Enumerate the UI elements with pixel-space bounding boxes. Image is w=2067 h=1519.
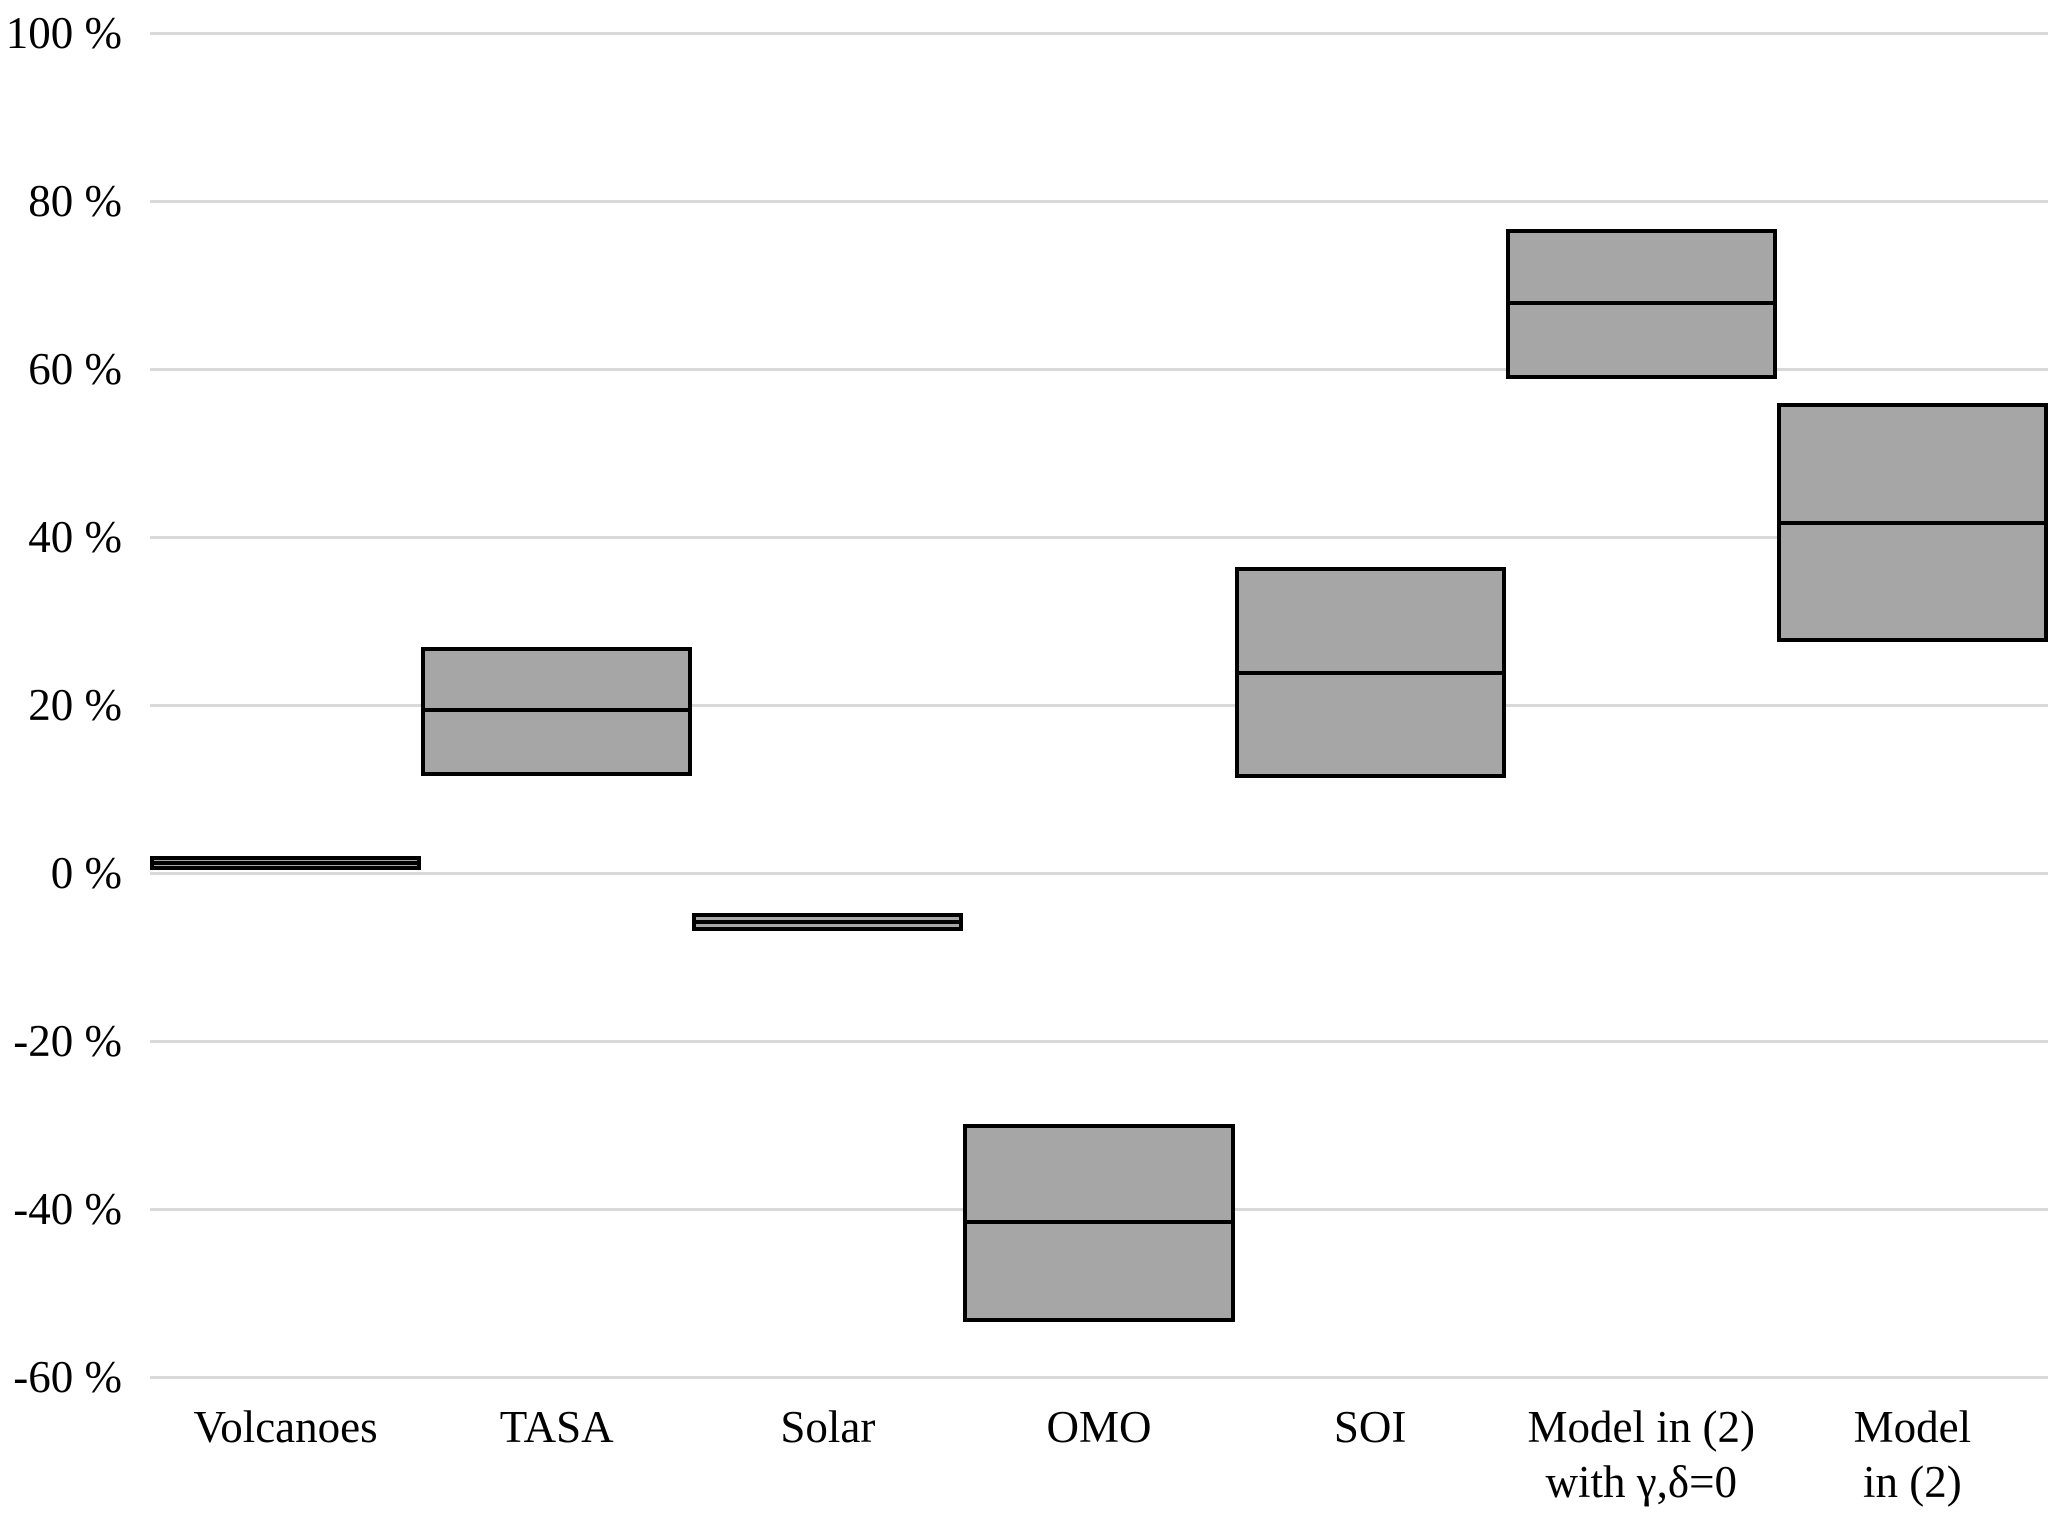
y-tick-label: 20 %	[28, 680, 122, 730]
median-line	[696, 919, 960, 924]
y-tick-label: 60 %	[28, 344, 122, 394]
gridline	[150, 703, 2048, 707]
x-category-label: Model in (2) with γ,δ=0	[1853, 1402, 1972, 1519]
median-line	[1780, 520, 2044, 525]
gridline	[150, 535, 2048, 539]
x-category-label: SOI	[1333, 1402, 1407, 1452]
x-category-label: Solar	[780, 1402, 876, 1452]
median-line	[967, 1219, 1231, 1224]
gridline	[150, 1039, 2048, 1043]
y-tick-label: 100 %	[5, 8, 122, 58]
median-line	[154, 860, 418, 865]
gridline	[150, 1375, 2048, 1379]
y-tick-label: -60 %	[13, 1352, 122, 1402]
median-line	[425, 708, 689, 713]
y-tick-label: -40 %	[13, 1184, 122, 1234]
y-tick-label: 80 %	[28, 176, 122, 226]
median-line	[1238, 671, 1502, 676]
gridline	[150, 31, 2048, 35]
x-category-label: Volcanoes	[193, 1402, 378, 1452]
median-line	[1509, 300, 1773, 305]
gridline	[150, 871, 2048, 875]
y-tick-label: 0 %	[50, 848, 122, 898]
gridline	[150, 199, 2048, 203]
gridline	[150, 367, 2048, 371]
x-category-label: OMO	[1046, 1402, 1152, 1452]
x-category-label: TASA	[499, 1402, 614, 1452]
y-tick-label: -20 %	[13, 1016, 122, 1066]
y-tick-label: 40 %	[28, 512, 122, 562]
x-category-label: Model in (2) with γ,δ=0	[1527, 1402, 1756, 1507]
